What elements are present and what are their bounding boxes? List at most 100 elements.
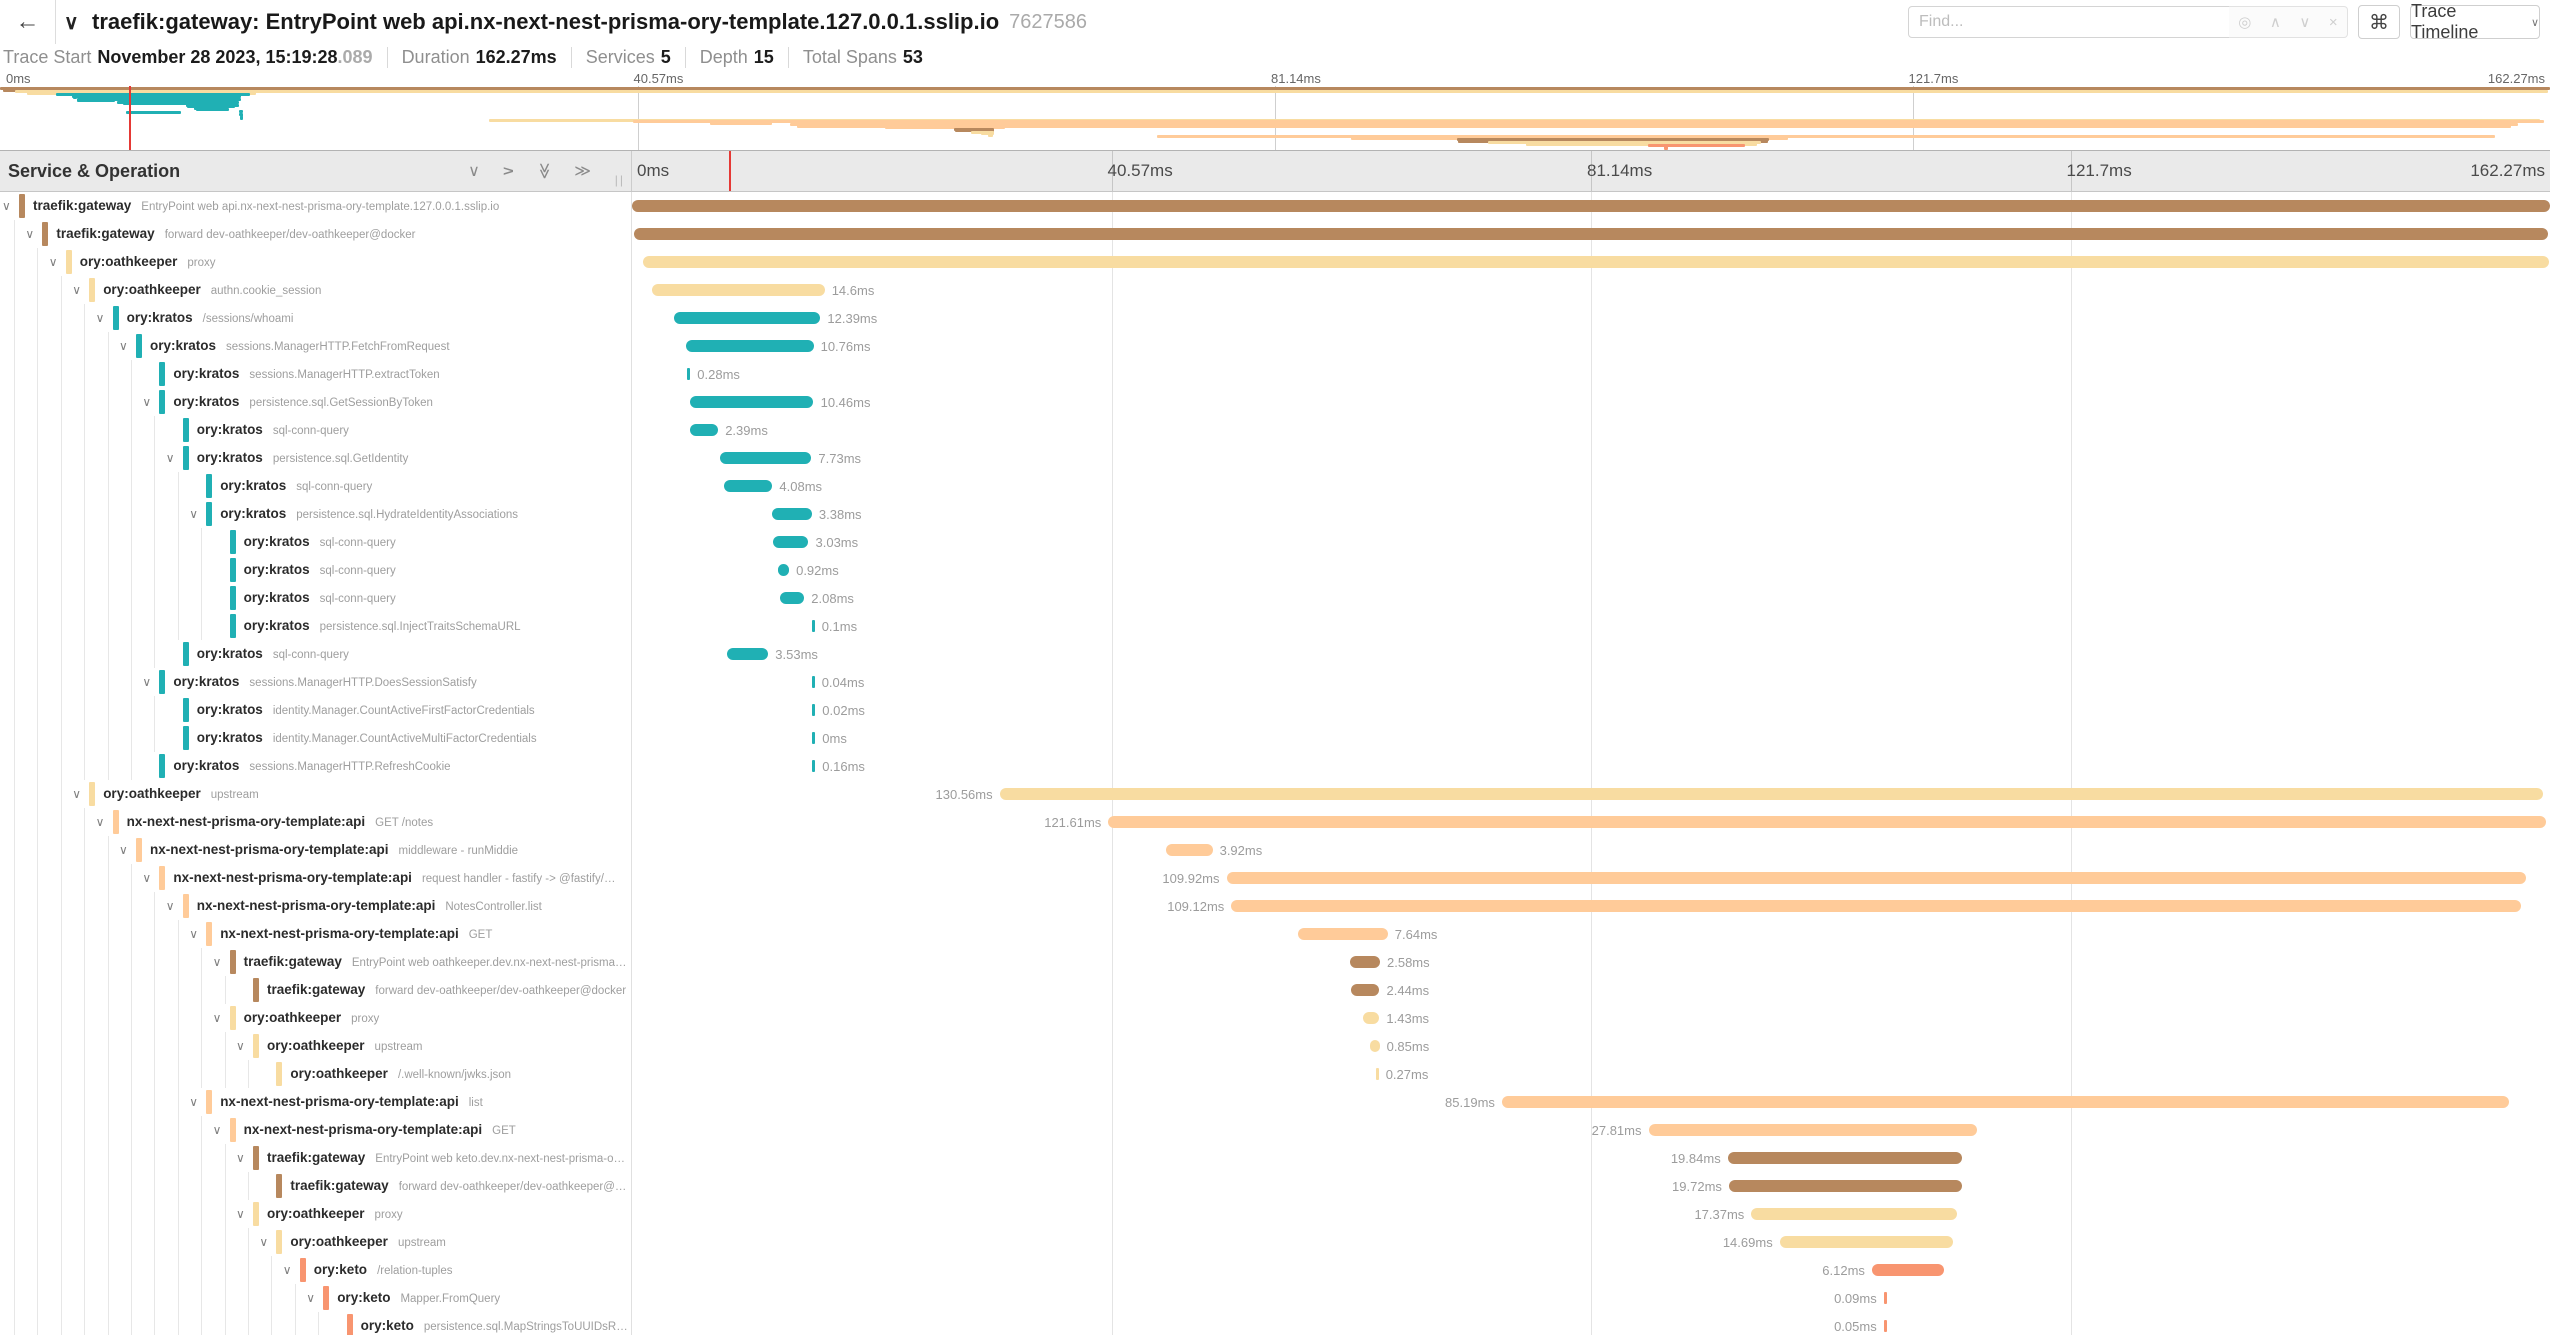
span-tree-cell[interactable]: ory:kratos sql-conn-query [0,416,630,444]
chevron-down-icon[interactable]: ∨ [236,1207,245,1221]
span-tree-cell[interactable]: ∨ ory:oathkeeper upstream [0,1032,630,1060]
span-bar[interactable] [779,592,805,604]
span-name-group[interactable]: ory:kratos identity.Manager.CountActiveMu… [197,724,537,752]
span-tree-cell[interactable]: ∨ ory:kratos persistence.sql.HydrateIdenti… [0,500,630,528]
span-row[interactable]: ory:kratos sql-conn-query 3.53ms [0,640,2550,668]
span-tree-cell[interactable]: ∨ ory:kratos persistence.sql.GetSessionByT… [0,388,630,416]
span-bar[interactable] [1883,1292,1887,1304]
span-bar[interactable] [643,256,2549,268]
chevron-down-icon[interactable]: ∨ [212,1011,222,1025]
span-tree-cell[interactable]: ory:kratos identity.Manager.CountActiveMu… [0,724,630,752]
span-bar[interactable] [689,396,814,408]
span-bar[interactable] [689,424,719,436]
span-name-group[interactable]: ory:oathkeeper /.well-known/jwks.json [290,1060,511,1088]
chevron-down-icon[interactable]: ∨ [165,899,175,913]
span-tree-cell[interactable]: ∨ traefik:gateway EntryPoint web keto.dev.… [0,1144,630,1172]
span-timeline-cell[interactable]: 0.09ms [632,1284,2550,1312]
span-tree-cell[interactable]: ory:kratos persistence.sql.InjectTraitsSc… [0,612,630,640]
span-bar[interactable] [771,508,812,520]
span-bar[interactable] [1375,1068,1379,1080]
span-row[interactable]: ∨ traefik:gateway EntryPoint web api.nx-ne… [0,192,2550,220]
span-timeline-cell[interactable] [632,192,2550,220]
span-name-group[interactable]: ory:kratos/sessions/whoami [127,304,294,332]
span-tree-cell[interactable]: ∨ ory:oathkeeper upstream [0,780,630,808]
span-row[interactable]: ∨ ory:oathkeeper upstream 14.69ms [0,1228,2550,1256]
span-timeline-cell[interactable]: 0.28ms [632,360,2550,388]
span-bar[interactable] [1362,1012,1380,1024]
chevron-down-icon[interactable]: ∨ [72,283,81,297]
span-name-group[interactable]: ory:kratos sql-conn-query [197,416,349,444]
span-tree-cell[interactable]: ∨ ory:keto/relation-tuples [0,1256,630,1284]
span-timeline-cell[interactable]: 17.37ms [632,1200,2550,1228]
span-timeline-cell[interactable]: 3.38ms [632,500,2550,528]
span-name-group[interactable]: ory:keto persistence.sql.MapStringsToUUID… [361,1312,628,1335]
span-row[interactable]: ory:kratos sql-conn-query 2.08ms [0,584,2550,612]
span-row[interactable]: ∨ ory:oathkeeper proxy [0,248,2550,276]
chevron-down-icon[interactable]: ∨ [189,1095,198,1109]
span-timeline-cell[interactable]: 14.6ms [632,276,2550,304]
span-timeline-cell[interactable] [632,220,2550,248]
span-tree-cell[interactable]: ∨ nx-next-nest-prisma-ory-template:api mid… [0,836,630,864]
span-row[interactable]: ∨ nx-next-nest-prisma-ory-template:api GET… [0,1116,2550,1144]
span-tree-cell[interactable]: ∨ traefik:gateway EntryPoint web oathkeepe… [0,948,630,976]
span-row[interactable]: ∨ ory:keto Mapper.FromQuery 0.09ms [0,1284,2550,1312]
span-bar[interactable] [772,536,809,548]
keyboard-shortcuts-button[interactable]: ⌘ [2358,5,2400,39]
span-tree-cell[interactable]: ory:kratos sql-conn-query [0,528,630,556]
span-timeline-cell[interactable]: 2.44ms [632,976,2550,1004]
span-row[interactable]: ory:kratos sql-conn-query 2.39ms [0,416,2550,444]
span-tree-cell[interactable]: ory:kratos sessions.ManagerHTTP.extractTo… [0,360,630,388]
span-row[interactable]: ∨ nx-next-nest-prisma-ory-template:api GET… [0,808,2550,836]
chevron-down-icon[interactable]: ∨ [282,1263,292,1277]
span-row[interactable]: ∨ ory:kratos persistence.sql.GetSessionByT… [0,388,2550,416]
span-tree-cell[interactable]: ory:kratos sql-conn-query [0,584,630,612]
span-row[interactable]: ∨ ory:oathkeeper upstream 0.85ms [0,1032,2550,1060]
span-tree-cell[interactable]: ∨ ory:keto Mapper.FromQuery [0,1284,630,1312]
span-name-group[interactable]: traefik:gateway forward dev-oathkeeper/de… [290,1172,626,1200]
span-name-group[interactable]: nx-next-nest-prisma-ory-template:api requ… [173,864,615,892]
span-name-group[interactable]: ory:kratos sql-conn-query [197,640,349,668]
collapse-one-icon[interactable]: ∨ [468,163,480,180]
span-timeline-cell[interactable]: 10.46ms [632,388,2550,416]
span-name-group[interactable]: ory:keto Mapper.FromQuery [337,1284,500,1312]
chevron-down-icon[interactable]: ∨ [212,955,222,969]
next-result-icon[interactable]: ∨ [2299,14,2311,31]
span-row[interactable]: ory:keto persistence.sql.MapStringsToUUID… [0,1312,2550,1335]
span-bar[interactable] [686,340,814,352]
span-timeline-cell[interactable]: 1.43ms [632,1004,2550,1032]
span-row[interactable]: ory:kratos sql-conn-query 0.92ms [0,556,2550,584]
span-tree-cell[interactable]: ∨ ory:oathkeeper authn.cookie_session [0,276,630,304]
span-name-group[interactable]: ory:kratos sessions.ManagerHTTP.RefreshCo… [173,752,450,780]
match-icon[interactable]: ◎ [2238,14,2252,31]
chevron-down-icon[interactable]: ∨ [95,815,105,829]
span-row[interactable]: ∨ ory:kratos/sessions/whoami 12.39ms [0,304,2550,332]
span-timeline-cell[interactable]: 6.12ms [632,1256,2550,1284]
span-name-group[interactable]: ory:kratos identity.Manager.CountActiveFi… [197,696,535,724]
collapse-all-icon[interactable]: ≫ [534,162,552,180]
span-bar[interactable] [674,312,821,324]
span-name-group[interactable]: ory:kratos sql-conn-query [244,556,396,584]
span-name-group[interactable]: nx-next-nest-prisma-ory-template:api GET … [127,808,434,836]
span-row[interactable]: ∨ nx-next-nest-prisma-ory-template:api lis… [0,1088,2550,1116]
span-name-group[interactable]: ory:kratos sessions.ManagerHTTP.DoesSessi… [173,668,476,696]
span-bar[interactable] [1779,1236,1954,1248]
span-row[interactable]: ∨ ory:kratos persistence.sql.HydrateIdenti… [0,500,2550,528]
span-name-group[interactable]: nx-next-nest-prisma-ory-template:api GET [244,1116,516,1144]
span-row[interactable]: ∨ ory:oathkeeper authn.cookie_session 14.6m… [0,276,2550,304]
span-row[interactable]: ∨ ory:kratos sessions.ManagerHTTP.DoesSess… [0,668,2550,696]
span-bar[interactable] [1231,900,2522,912]
span-bar[interactable] [999,788,2543,800]
span-name-group[interactable]: nx-next-nest-prisma-ory-template:api midd… [150,836,518,864]
span-name-group[interactable]: ory:oathkeeper proxy [80,248,216,276]
chevron-down-icon[interactable]: ∨ [236,1039,245,1053]
column-resizer-handle[interactable]: || [614,173,625,187]
span-row[interactable]: ∨ nx-next-nest-prisma-ory-template:api GET… [0,920,2550,948]
span-name-group[interactable]: ory:oathkeeper upstream [267,1032,422,1060]
span-timeline-cell[interactable]: 27.81ms [632,1116,2550,1144]
chevron-down-icon[interactable]: ∨ [259,1235,269,1249]
span-bar[interactable] [1501,1096,2509,1108]
chevron-down-icon[interactable]: ∨ [189,507,198,521]
chevron-down-icon[interactable]: ∨ [142,395,152,409]
trace-minimap[interactable]: 0ms 40.57ms 81.14ms 121.7ms 162.27ms [0,70,2550,151]
span-bar[interactable] [652,284,825,296]
